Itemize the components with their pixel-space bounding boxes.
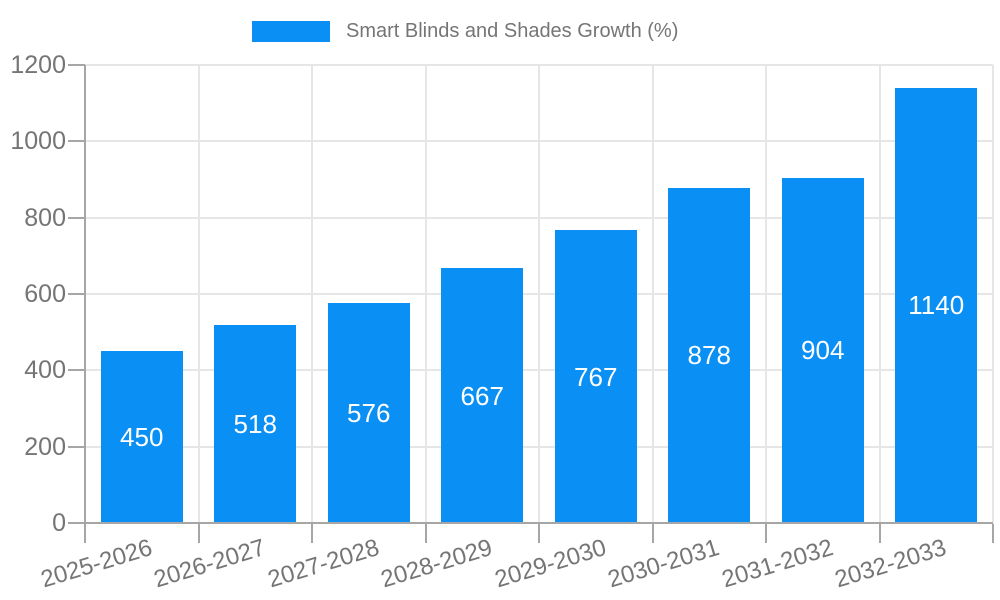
gridline-vertical — [651, 65, 654, 523]
bar-value-label: 767 — [574, 361, 618, 392]
x-axis-tick — [765, 524, 767, 543]
x-axis-tick — [651, 524, 654, 543]
bar[interactable]: 667 — [441, 268, 524, 523]
bar-value-label: 667 — [460, 380, 504, 411]
x-axis-tick — [992, 524, 994, 543]
gridline-vertical — [424, 65, 427, 523]
bar[interactable]: 576 — [327, 303, 410, 523]
y-axis-tick — [68, 64, 85, 66]
bar[interactable]: 518 — [214, 325, 297, 523]
gridline-vertical — [878, 65, 881, 523]
x-axis-label: 2032-2033 — [832, 534, 950, 594]
y-axis-tick — [68, 369, 85, 372]
gridline-vertical — [311, 65, 313, 523]
x-axis-tick — [538, 524, 540, 543]
x-axis-tick — [197, 524, 200, 543]
bar[interactable]: 904 — [781, 177, 864, 523]
x-axis-tick — [424, 524, 427, 543]
x-axis-label: 2028-2029 — [378, 534, 496, 594]
y-axis-tick — [68, 140, 85, 143]
y-axis-tick-label: 1000 — [10, 127, 66, 156]
x-axis-label: 2026-2027 — [151, 534, 269, 594]
x-axis-label: 2025-2026 — [37, 534, 156, 594]
y-axis-tick-label: 600 — [24, 280, 66, 308]
x-axis-line — [85, 522, 993, 524]
bar[interactable]: 1140 — [895, 87, 978, 523]
bar[interactable]: 767 — [554, 230, 637, 523]
x-axis-label: 2027-2028 — [264, 534, 383, 594]
bar[interactable]: 450 — [100, 351, 183, 523]
gridline-vertical — [992, 65, 994, 523]
y-axis-line — [84, 65, 86, 525]
x-axis-label: 2030-2031 — [605, 534, 723, 594]
y-axis-tick — [68, 522, 85, 524]
bar-value-label: 450 — [120, 422, 164, 453]
legend-label: Smart Blinds and Shades Growth (%) — [346, 20, 679, 42]
bar-value-label: 878 — [687, 340, 731, 371]
gridline-vertical — [197, 65, 200, 523]
y-axis-tick-label: 1200 — [10, 51, 66, 79]
bar-value-label: 518 — [233, 409, 277, 440]
x-axis-label: 2029-2030 — [491, 534, 610, 594]
y-axis-tick — [68, 216, 85, 219]
bar-value-label: 576 — [347, 398, 391, 429]
y-axis-tick-label: 0 — [52, 509, 66, 537]
y-axis-tick — [68, 445, 85, 448]
legend-swatch — [252, 21, 330, 42]
y-axis-tick-label: 400 — [24, 356, 66, 385]
x-axis-tick — [84, 524, 86, 543]
x-axis-tick — [311, 524, 313, 543]
bar-value-label: 904 — [801, 335, 845, 366]
y-axis-tick — [68, 293, 85, 295]
y-axis-tick-label: 800 — [24, 203, 66, 232]
gridline-vertical — [765, 65, 767, 523]
bar-value-label: 1140 — [908, 290, 965, 321]
bar[interactable]: 878 — [668, 187, 751, 523]
y-axis-tick-label: 200 — [24, 432, 66, 461]
x-axis-label: 2031-2032 — [718, 534, 837, 594]
gridline-vertical — [538, 65, 540, 523]
x-axis-tick — [878, 524, 881, 543]
